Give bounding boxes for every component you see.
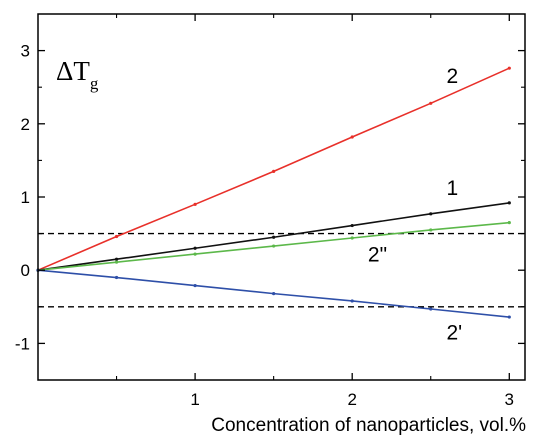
data-point bbox=[507, 201, 511, 205]
series-annotation: 2" bbox=[368, 243, 387, 266]
reference-lines bbox=[38, 232, 525, 308]
data-point bbox=[429, 101, 433, 105]
data-point bbox=[114, 257, 119, 261]
y-tick-label: 0 bbox=[21, 261, 30, 280]
data-point bbox=[350, 299, 354, 303]
data-point bbox=[350, 135, 354, 139]
data-point bbox=[429, 228, 433, 232]
data-point bbox=[193, 202, 197, 206]
series-annotation: 1 bbox=[446, 177, 458, 200]
y-axis-label: ΔTg bbox=[56, 56, 99, 93]
data-point bbox=[193, 252, 197, 256]
data-point bbox=[429, 307, 433, 311]
series-annotation: 2' bbox=[446, 322, 462, 345]
data-point bbox=[114, 275, 119, 280]
x-axis-label: Concentration of nanoparticles, vol.% bbox=[211, 415, 526, 436]
axis-ticks bbox=[38, 14, 525, 380]
y-tick-label: 3 bbox=[21, 42, 30, 61]
data-point bbox=[507, 66, 511, 70]
data-point bbox=[507, 315, 511, 319]
x-tick-label: 1 bbox=[190, 390, 199, 409]
data-point bbox=[272, 292, 276, 296]
series-annotation: 2 bbox=[446, 65, 458, 88]
data-point bbox=[272, 244, 276, 248]
data-point bbox=[350, 223, 354, 228]
series-markers bbox=[36, 66, 511, 319]
x-tick-label: 3 bbox=[505, 390, 514, 409]
data-point bbox=[272, 235, 276, 239]
data-point bbox=[507, 221, 511, 225]
y-tick-label: -1 bbox=[15, 334, 30, 353]
series-annotations: 2 1 2" 2' bbox=[368, 65, 462, 345]
y-tick-label: 1 bbox=[21, 188, 30, 207]
data-point bbox=[193, 283, 197, 288]
data-point bbox=[114, 234, 119, 239]
data-point bbox=[350, 236, 354, 240]
x-tick-label: 2 bbox=[347, 390, 356, 409]
data-point bbox=[429, 212, 433, 216]
y-tick-label: 2 bbox=[21, 115, 30, 134]
tick-labels: 1 2 3 -1 0 1 2 3 bbox=[15, 42, 514, 409]
data-point bbox=[114, 260, 119, 264]
series-lines bbox=[37, 67, 510, 318]
data-point bbox=[272, 169, 276, 173]
data-point bbox=[193, 246, 197, 250]
series-line bbox=[37, 67, 510, 271]
